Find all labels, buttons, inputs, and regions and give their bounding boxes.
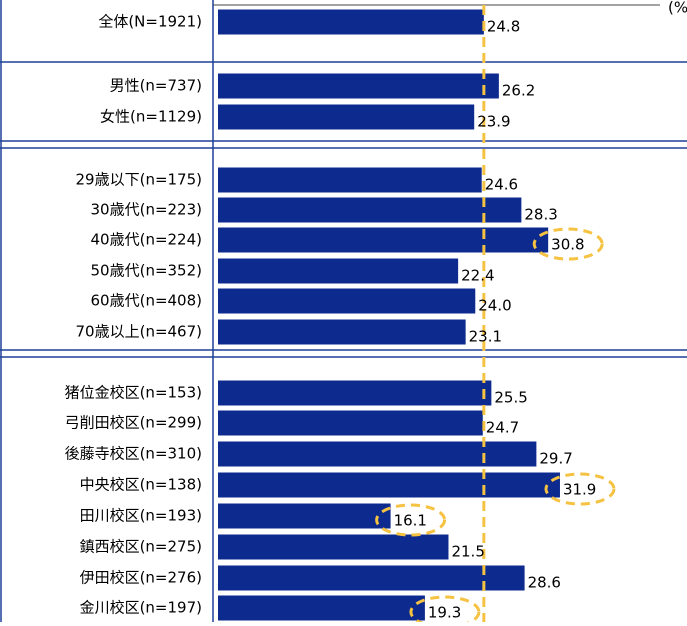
bar: [218, 288, 476, 314]
category-label: 30歳代(n=223): [91, 201, 203, 219]
category-label: 後藤寺校区(n=310): [65, 445, 202, 463]
category-label: 中央校区(n=138): [80, 476, 202, 494]
bar: [218, 104, 475, 130]
bar: [218, 73, 499, 99]
value-label: 25.5: [494, 389, 527, 407]
category-label: 伊田校区(n=276): [80, 569, 202, 587]
highlight-circle: [375, 503, 447, 537]
category-label: 29歳以下(n=175): [76, 171, 203, 189]
category-label: 60歳代(n=408): [91, 292, 203, 310]
bar: [218, 197, 522, 223]
category-label: 猪位金校区(n=153): [65, 384, 202, 402]
highlight-circle: [532, 227, 604, 261]
highlight-circle: [544, 472, 616, 506]
bar: [218, 227, 549, 253]
category-label: 70歳以上(n=467): [76, 323, 203, 341]
bar: [218, 319, 466, 345]
value-label: 22.4: [461, 267, 494, 285]
value-label: 29.7: [539, 450, 572, 468]
value-label: 19.3: [428, 604, 461, 622]
bar: [218, 565, 525, 591]
category-label: 全体(N=1921): [98, 13, 202, 31]
bar: [218, 380, 492, 406]
value-label: 24.0: [478, 297, 511, 315]
bar: [218, 9, 484, 35]
group-separators: [0, 61, 687, 358]
value-label: 24.7: [486, 419, 519, 437]
unit-label: (%): [668, 0, 687, 17]
bar: [218, 167, 482, 193]
value-label: 31.9: [563, 481, 596, 499]
bar: [218, 503, 391, 529]
category-label: 50歳代(n=352): [91, 262, 203, 280]
value-label: 23.1: [469, 328, 502, 346]
category-label: 金川校区(n=197): [80, 599, 202, 617]
value-label: 28.3: [524, 206, 557, 224]
highlight-circle: [409, 595, 481, 626]
bar: [218, 595, 425, 621]
bar: [218, 534, 449, 560]
category-label: 女性(n=1129): [100, 108, 202, 126]
bar: [218, 410, 483, 436]
category-label: 田川校区(n=193): [80, 507, 202, 525]
category-label: 40歳代(n=224): [91, 231, 203, 249]
bar: [218, 472, 560, 498]
category-label: 弓削田校区(n=299): [65, 414, 202, 432]
value-label: 26.2: [502, 82, 535, 100]
value-label: 16.1: [394, 512, 427, 530]
category-label: 男性(n=737): [110, 77, 202, 95]
value-label: 24.6: [485, 176, 518, 194]
value-label: 21.5: [451, 543, 484, 561]
value-label: 24.8: [487, 18, 520, 36]
value-label: 23.9: [477, 113, 510, 131]
value-label: 30.8: [551, 236, 584, 254]
category-label: 鎮西校区(n=275): [80, 538, 202, 556]
value-label: 28.6: [528, 574, 561, 592]
bar: [218, 441, 537, 467]
bar: [218, 258, 459, 284]
